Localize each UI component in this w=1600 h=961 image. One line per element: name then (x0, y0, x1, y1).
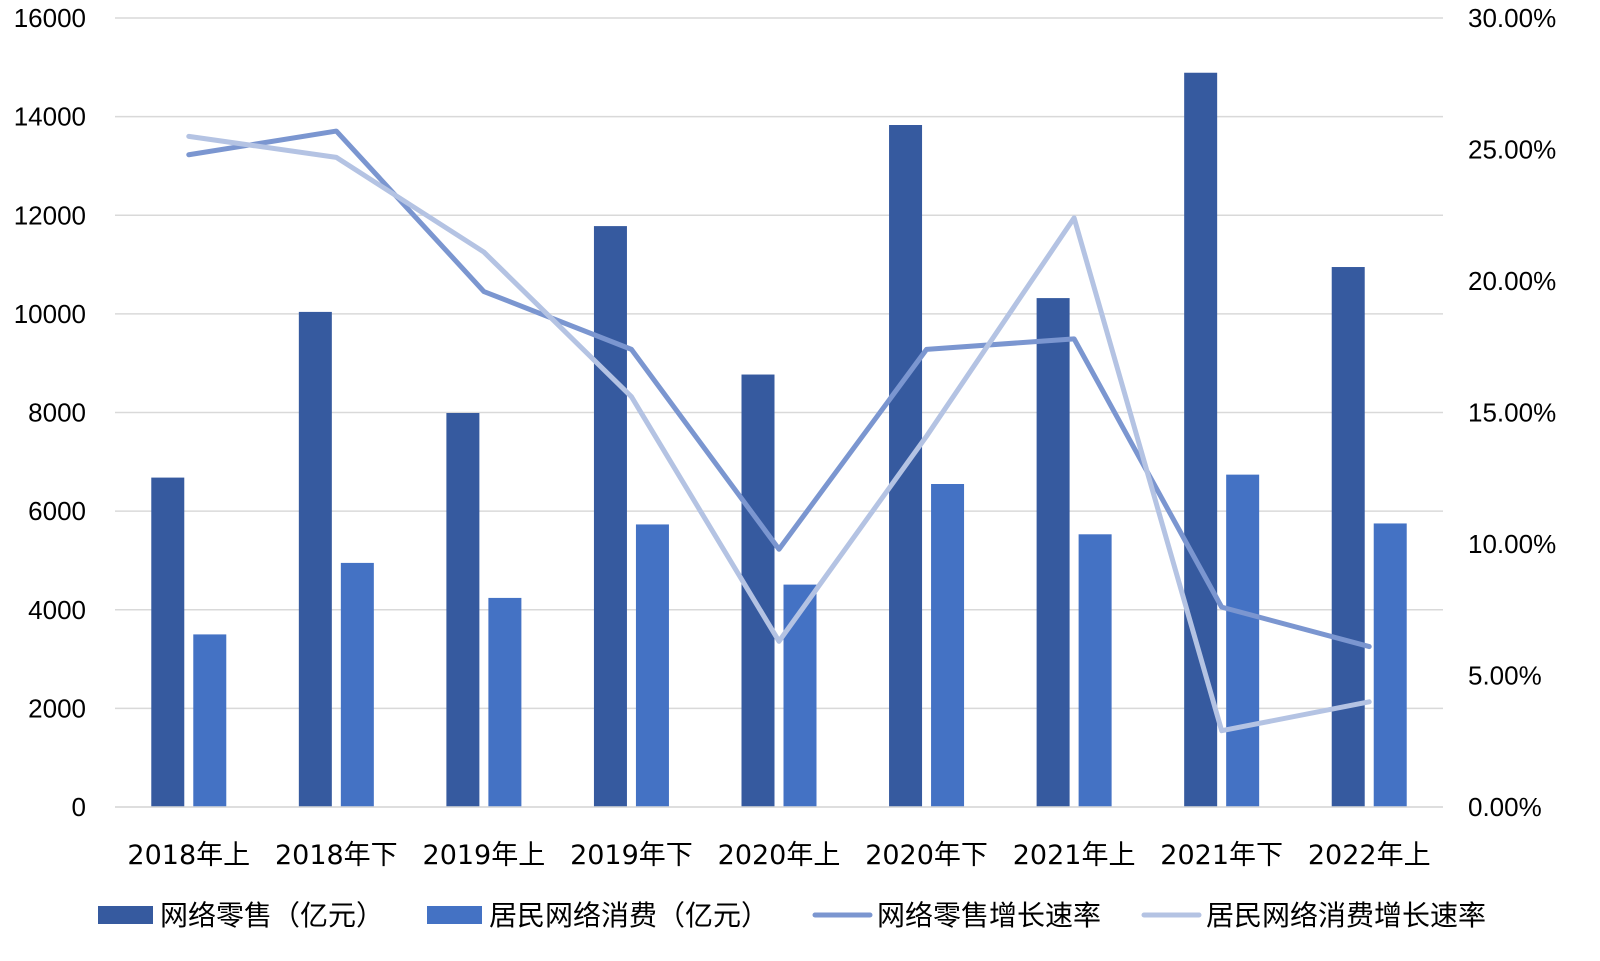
y-axis-left: 0 2000 4000 6000 8000 10000 12000 14000 16000 (14, 3, 86, 822)
legend-item-2: 居民网络消费（亿元） (427, 899, 769, 932)
legend-swatch (98, 906, 153, 924)
y-left-tick-label: 8000 (28, 398, 86, 428)
x-tick-label: 2019年下 (570, 840, 693, 871)
x-tick-label: 2018年上 (127, 840, 250, 871)
bar-series-2 (193, 634, 227, 807)
y-right-tick-label: 0.00% (1468, 792, 1542, 822)
x-tick-label: 2022年上 (1308, 840, 1431, 871)
x-tick-label: 2020年上 (718, 840, 841, 871)
bar-series-2 (1226, 474, 1260, 807)
bar-series-1 (1331, 267, 1365, 807)
y-right-tick-label: 5.00% (1468, 661, 1542, 691)
x-axis: 2018年上 2018年下 2019年上 2019年下 2020年上 2020年下 2021… (115, 806, 1443, 871)
bars (151, 72, 1407, 808)
bar-series-2 (931, 484, 965, 807)
x-tick-label: 2021年下 (1160, 840, 1283, 871)
y-right-tick-label: 10.00% (1468, 529, 1556, 559)
y-left-tick-label: 14000 (14, 102, 86, 132)
line-series-1 (186, 128, 1372, 650)
x-tick-label: 2020年下 (865, 840, 988, 871)
y-left-tick-label: 12000 (14, 200, 86, 230)
y-left-tick-label: 16000 (14, 3, 86, 33)
bar-series-2 (1078, 534, 1112, 807)
bar-series-2 (488, 597, 522, 807)
y-left-tick-label: 4000 (28, 595, 86, 625)
y-right-tick-label: 25.00% (1468, 135, 1556, 165)
bar-series-2 (783, 584, 817, 807)
bar-series-1 (446, 412, 480, 807)
bar-series-1 (1184, 72, 1218, 807)
bar-series-2 (340, 562, 374, 807)
y-right-tick-label: 30.00% (1468, 3, 1556, 33)
y-left-tick-label: 2000 (28, 693, 86, 723)
y-right-tick-label: 20.00% (1468, 266, 1556, 296)
legend-label: 网络零售增长速率 (877, 899, 1101, 932)
y-left-tick-label: 10000 (14, 299, 86, 329)
legend-label: 居民网络消费增长速率 (1206, 899, 1486, 932)
gridlines (115, 17, 1443, 808)
y-left-tick-label: 0 (72, 792, 86, 822)
legend: 网络零售（亿元） 居民网络消费（亿元） 网络零售增长速率 居民网络消费增长速率 (98, 899, 1486, 932)
lines (186, 128, 1372, 734)
bar-series-2 (1373, 523, 1407, 807)
x-tick-label: 2018年下 (275, 840, 398, 871)
legend-label: 网络零售（亿元） (160, 899, 384, 932)
y-right-tick-label: 15.00% (1468, 398, 1556, 428)
bar-series-1 (1036, 298, 1070, 807)
y-axis-right: 0.00% 5.00% 10.00% 15.00% 20.00% 25.00% 30.00% (1468, 3, 1556, 822)
bar-series-1 (151, 477, 185, 807)
legend-item-1: 网络零售（亿元） (98, 899, 384, 932)
y-left-tick-label: 6000 (28, 496, 86, 526)
x-tick-label: 2019年上 (423, 840, 546, 871)
bar-series-1 (298, 311, 332, 807)
x-tick-label: 2021年上 (1013, 840, 1136, 871)
bar-series-1 (593, 226, 627, 807)
legend-item-4: 居民网络消费增长速率 (1141, 899, 1486, 932)
line-series-2 (186, 133, 1372, 734)
legend-swatch (427, 906, 482, 924)
legend-label: 居民网络消费（亿元） (489, 899, 769, 932)
legend-item-3: 网络零售增长速率 (812, 899, 1101, 932)
bar-series-2 (635, 524, 669, 807)
